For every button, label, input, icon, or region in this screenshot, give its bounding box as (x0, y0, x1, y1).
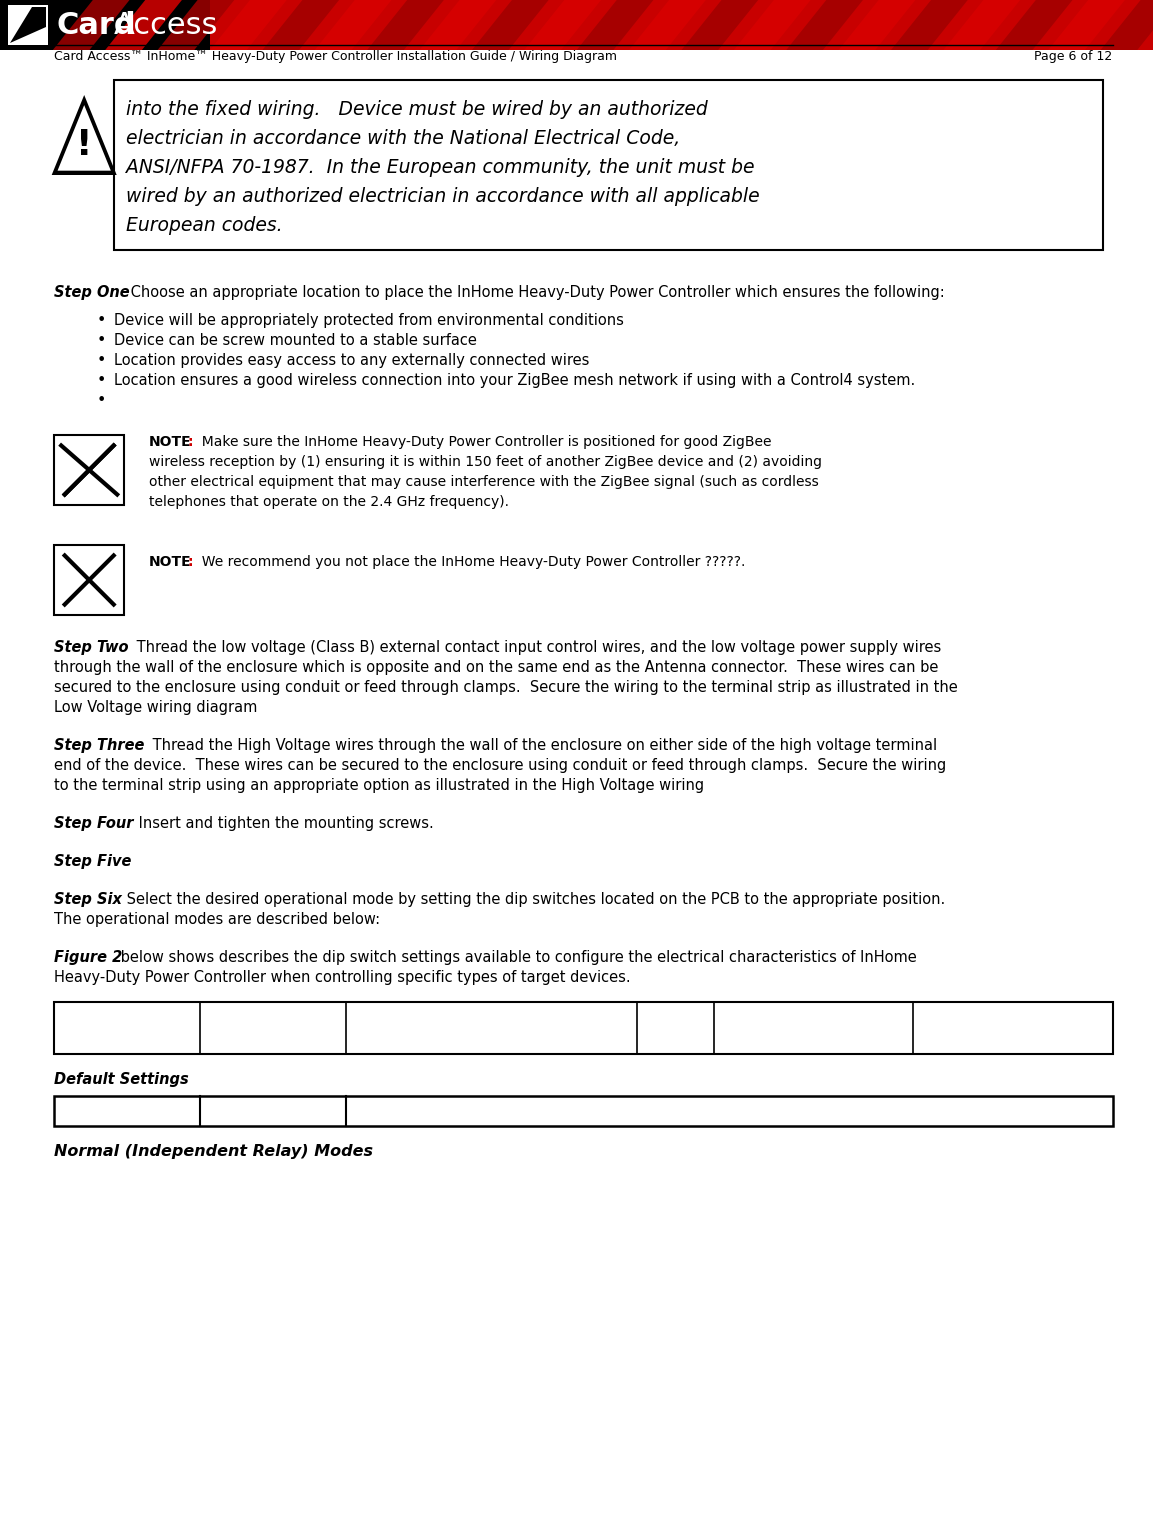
Text: Step Three: Step Three (54, 738, 144, 753)
Text: other electrical equipment that may cause interference with the ZigBee signal (s: other electrical equipment that may caus… (149, 475, 819, 489)
Polygon shape (53, 0, 129, 50)
Text: :: : (187, 435, 193, 449)
Text: Make sure the InHome Heavy-Duty Power Controller is positioned for good ZigBee: Make sure the InHome Heavy-Duty Power Co… (194, 435, 771, 449)
Polygon shape (1048, 0, 1125, 50)
Polygon shape (996, 0, 1072, 50)
Text: Insert and tighten the mounting screws.: Insert and tighten the mounting screws. (134, 816, 434, 831)
Text: Type: Type (206, 1021, 243, 1036)
Polygon shape (315, 0, 392, 50)
Text: Select the desired operational mode by setting the dip switches located on the P: Select the desired operational mode by s… (122, 892, 945, 908)
Bar (114, 79, 1102, 251)
Text: •: • (96, 393, 106, 408)
Text: Normal (Independent Relay) Modes: Normal (Independent Relay) Modes (54, 1144, 374, 1160)
Text: electrician in accordance with the National Electrical Code,: electrician in accordance with the Natio… (126, 128, 680, 148)
Text: wired by an authorized electrician in accordance with all applicable: wired by an authorized electrician in ac… (126, 186, 760, 206)
Text: into the fixed wiring.   Device must be wired by an authorized: into the fixed wiring. Device must be wi… (126, 99, 708, 119)
Text: •: • (96, 353, 106, 368)
Text: Step Two: Step Two (54, 640, 129, 656)
Polygon shape (367, 0, 444, 50)
Text: Card Access™ InHome™ Heavy-Duty Power Controller Installation Guide / Wiring Dia: Card Access™ InHome™ Heavy-Duty Power Co… (54, 50, 617, 63)
Polygon shape (734, 0, 811, 50)
Bar (0, 0, 210, 50)
Text: Access: Access (114, 11, 218, 40)
Text: OFF|OFF|OFF|OFF: OFF|OFF|OFF|OFF (60, 1105, 206, 1120)
Text: Default Settings: Default Settings (54, 1073, 189, 1086)
Polygon shape (630, 0, 706, 50)
Polygon shape (1101, 0, 1153, 50)
Polygon shape (420, 0, 496, 50)
Text: Low Voltage wiring diagram: Low Voltage wiring diagram (54, 700, 257, 715)
Text: :: : (187, 555, 193, 568)
Text: Control4 Mode: Control4 Mode (206, 1105, 326, 1118)
Text: NOTE: NOTE (149, 555, 191, 568)
Text: Configured through Control4® Automation System: Configured through Control4® Automation … (353, 1105, 773, 1118)
Polygon shape (576, 0, 654, 50)
Text: European codes.: European codes. (126, 215, 282, 235)
Bar (54, 435, 125, 504)
Text: 1 | 2 | 3| 4: 1 | 2 | 3| 4 (60, 1030, 143, 1047)
Text: telephones that operate on the 2.4 GHz frequency).: telephones that operate on the 2.4 GHz f… (149, 495, 510, 509)
Text: Dip Switches: Dip Switches (60, 1010, 166, 1025)
Text: Figure 2: Figure 2 (54, 950, 122, 966)
Text: Input 3: Input 3 (719, 1021, 778, 1036)
Polygon shape (891, 0, 967, 50)
Text: !: ! (76, 128, 92, 162)
Polygon shape (525, 0, 601, 50)
Polygon shape (681, 0, 759, 50)
Text: We recommend you not place the InHome Heavy-Duty Power Controller ?????.: We recommend you not place the InHome He… (194, 555, 746, 568)
Text: end of the device.  These wires can be secured to the enclosure using conduit or: end of the device. These wires can be se… (54, 758, 947, 773)
Polygon shape (943, 0, 1020, 50)
Text: Device will be appropriately protected from environmental conditions: Device will be appropriately protected f… (114, 313, 624, 329)
Polygon shape (105, 0, 182, 50)
Text: to the terminal strip using an appropriate option as illustrated in the High Vol: to the terminal strip using an appropria… (54, 778, 704, 793)
Text: Input: Input (643, 1010, 687, 1025)
Text: wireless reception by (1) ensuring it is within 150 feet of another ZigBee devic: wireless reception by (1) ensuring it is… (149, 455, 822, 469)
Polygon shape (158, 0, 234, 50)
Polygon shape (472, 0, 549, 50)
Text: Step Six: Step Six (54, 892, 122, 908)
Text: Step One: Step One (54, 286, 130, 299)
Text: Thread the low voltage (Class B) external contact input control wires, and the l: Thread the low voltage (Class B) externa… (133, 640, 942, 656)
Text: NOTE: NOTE (149, 435, 191, 449)
Text: ANSI/NFPA 70-1987.  In the European community, the unit must be: ANSI/NFPA 70-1987. In the European commu… (126, 157, 755, 177)
Text: Input 1: Input 1 (353, 1021, 412, 1036)
Text: Card: Card (56, 11, 136, 40)
Text: •: • (96, 373, 106, 388)
Text: through the wall of the enclosure which is opposite and on the same end as the A: through the wall of the enclosure which … (54, 660, 939, 675)
Bar (210, 0, 1153, 50)
Bar (54, 1002, 1113, 1054)
Text: •: • (96, 333, 106, 348)
Bar (54, 1096, 1113, 1126)
Text: Step Five: Step Five (54, 854, 131, 869)
Text: Device can be screw mounted to a stable surface: Device can be screw mounted to a stable … (114, 333, 477, 348)
Text: Page 6 of 12: Page 6 of 12 (1034, 50, 1113, 63)
Polygon shape (58, 105, 111, 171)
Polygon shape (52, 95, 116, 176)
Text: 2: 2 (643, 1030, 654, 1045)
Text: below shows describes the dip switch settings available to configure the electri: below shows describes the dip switch set… (116, 950, 917, 966)
Polygon shape (786, 0, 862, 50)
Polygon shape (838, 0, 915, 50)
Text: •: • (96, 313, 106, 329)
Text: Input 4: Input 4 (919, 1021, 978, 1036)
Text: Step Four: Step Four (54, 816, 134, 831)
Text: The operational modes are described below:: The operational modes are described belo… (54, 912, 380, 927)
Text: Choose an appropriate location to place the InHome Heavy-Duty Power Controller w: Choose an appropriate location to place … (126, 286, 945, 299)
Bar (54, 545, 125, 614)
Text: Location provides easy access to any externally connected wires: Location provides easy access to any ext… (114, 353, 589, 368)
Polygon shape (210, 0, 287, 50)
Polygon shape (263, 0, 339, 50)
Bar (8, 5, 48, 44)
Text: secured to the enclosure using conduit or feed through clamps.  Secure the wirin: secured to the enclosure using conduit o… (54, 680, 958, 695)
Text: Thread the High Voltage wires through the wall of the enclosure on either side o: Thread the High Voltage wires through th… (149, 738, 937, 753)
Text: Location ensures a good wireless connection into your ZigBee mesh network if usi: Location ensures a good wireless connect… (114, 373, 915, 388)
Text: Heavy-Duty Power Controller when controlling specific types of target devices.: Heavy-Duty Power Controller when control… (54, 970, 631, 986)
Text: Card Access, Inc.: Card Access, Inc. (1005, 34, 1113, 46)
Polygon shape (10, 8, 46, 43)
